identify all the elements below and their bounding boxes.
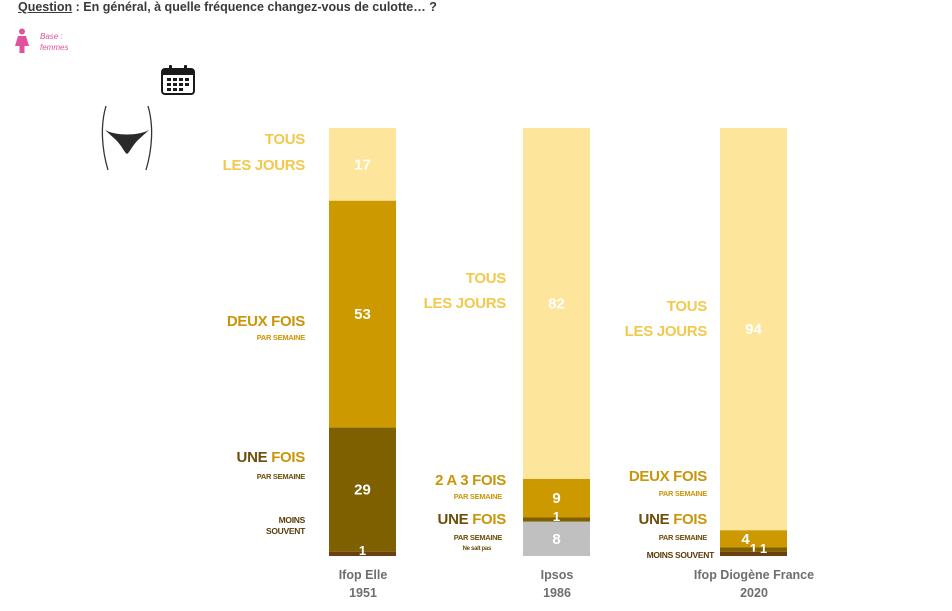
- x-label-2020: Ifop Diogène France 2020: [664, 566, 844, 602]
- value-label-1986-2a3-fois: 9: [552, 490, 560, 507]
- woman-icon: [15, 28, 29, 53]
- x-label-1951-line2: 1951: [349, 586, 377, 600]
- bar-2020-moins-souvent: [720, 551, 787, 556]
- bar-2020-une-fois: [720, 547, 787, 552]
- value-label-2020-deux-fois: 4: [741, 531, 750, 548]
- x-label-1986-line1: Ipsos: [540, 568, 574, 582]
- label-une-fois-1951: UNE FOIS: [236, 449, 306, 466]
- label-par-semaine-une-1986: PAR SEMAINE: [453, 533, 503, 542]
- label-par-semaine-une-2020: PAR SEMAINE: [658, 533, 708, 542]
- label-les-jours-2020: LES JOURS: [624, 323, 708, 340]
- bar-2020-deux-fois: [720, 530, 787, 548]
- label-par-semaine-deux-2020: PAR SEMAINE: [658, 489, 708, 498]
- label-tous-1951: TOUS: [264, 131, 306, 148]
- label-par-semaine-2a3-1986: PAR SEMAINE: [453, 492, 503, 501]
- label-deux-fois-2020: DEUX FOIS: [628, 468, 707, 485]
- base-line-1: Base :: [40, 32, 63, 41]
- label-tous-2020: TOUS: [666, 298, 708, 315]
- x-label-2020-line2: 2020: [740, 586, 768, 600]
- value-label-1986-tous-les-jours: 82: [548, 295, 565, 312]
- label-par-semaine-une-1951: PAR SEMAINE: [256, 472, 306, 481]
- value-label-1951-moins-souvent: 1: [359, 543, 366, 558]
- value-label-1951-tous-les-jours: 17: [354, 156, 371, 173]
- x-label-1951-line1: Ifop Elle: [338, 568, 388, 582]
- x-label-1951: Ifop Elle 1951: [313, 566, 413, 602]
- value-label-1951-deux-fois: 53: [354, 306, 371, 323]
- label-ne-sait-pas-1986: Ne sait pas: [462, 546, 492, 552]
- bar-1986-2a3-fois: [523, 478, 590, 518]
- label-souvent-1951: SOUVENT: [266, 526, 305, 536]
- label-deux-fois-1951: DEUX FOIS: [226, 313, 305, 330]
- label-2a3-fois-1986: 2 A 3 FOIS: [435, 472, 506, 489]
- underwear-icon: [101, 105, 153, 171]
- bar-1951-tous-les-jours: [329, 128, 396, 201]
- base-line-2: femmes: [40, 43, 69, 52]
- label-les-jours-1951: LES JOURS: [222, 157, 306, 174]
- label-fois-word: FOIS: [271, 449, 305, 466]
- bar-1986-une-fois: [523, 517, 590, 522]
- label-une-word: UNE: [437, 511, 473, 528]
- value-label-2020-une-fois: 1: [750, 541, 757, 556]
- x-label-1986-line2: 1986: [543, 586, 571, 600]
- label-une-fois-2020: UNE FOIS: [638, 511, 708, 528]
- value-label-2020-tous-les-jours: 94: [745, 321, 762, 338]
- x-label-2020-line1: Ifop Diogène France: [693, 568, 815, 582]
- bar-1951-deux-fois: [329, 200, 396, 428]
- label-les-jours-1986: LES JOURS: [423, 295, 507, 312]
- x-label-1986: Ipsos 1986: [507, 566, 607, 602]
- bar-1951-une-fois: [329, 427, 396, 552]
- label-tous-1986: TOUS: [465, 270, 507, 287]
- value-label-2020-moins-souvent: 1: [760, 541, 767, 556]
- label-moins-1951: MOINS: [278, 515, 306, 525]
- label-fois-word: FOIS: [673, 511, 707, 528]
- bar-1986-ne-sait-pas: [523, 521, 590, 556]
- label-par-semaine-deux-1951: PAR SEMAINE: [256, 333, 306, 342]
- calendar-icon: [161, 65, 195, 95]
- label-fois-word: FOIS: [472, 511, 506, 528]
- value-label-1951-une-fois: 29: [354, 482, 371, 499]
- label-une-fois-1986: UNE FOIS: [437, 511, 507, 528]
- bar-1986-tous-les-jours: [523, 128, 590, 479]
- bar-2020-tous-les-jours: [720, 128, 787, 531]
- question-text: Question : En général, à quelle fréquenc…: [18, 0, 437, 14]
- label-une-word: UNE: [638, 511, 674, 528]
- question-body: : En général, à quelle fréquence changez…: [72, 0, 437, 14]
- question-label: Question: [18, 0, 73, 14]
- label-une-word: UNE: [236, 449, 272, 466]
- value-label-1986-une-fois: 1: [553, 509, 560, 524]
- label-moins-souvent-2020: MOINS SOUVENT: [646, 550, 715, 560]
- base-note: Base : femmes: [40, 31, 68, 53]
- bar-1951-moins-souvent: [329, 551, 396, 556]
- value-label-1986-ne-sait-pas: 8: [552, 531, 560, 548]
